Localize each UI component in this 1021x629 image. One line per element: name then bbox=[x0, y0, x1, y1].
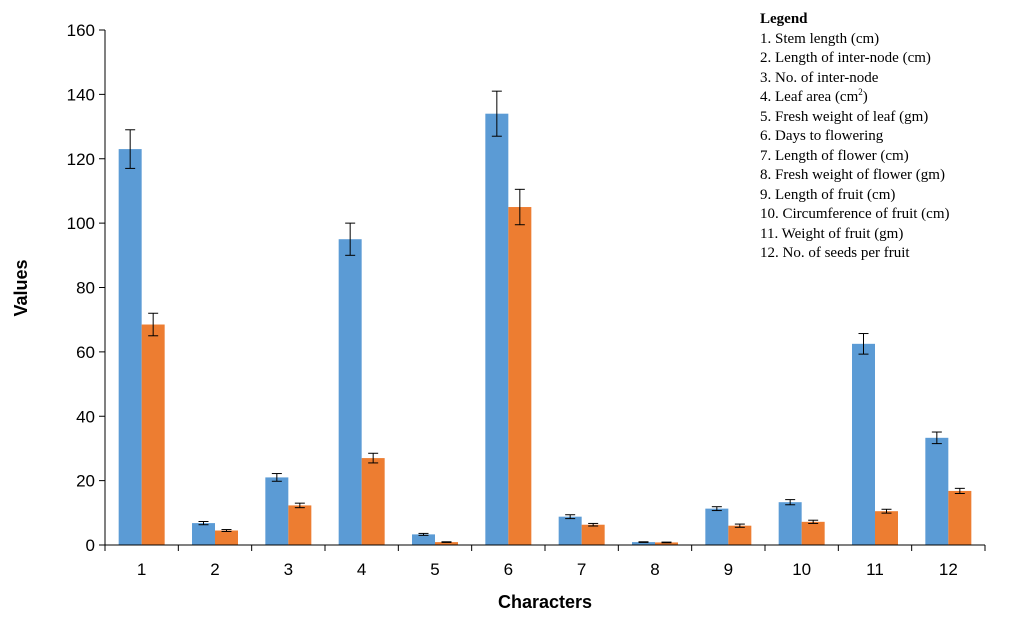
legend-item-4-suffix: ) bbox=[862, 89, 868, 105]
bar-2-3 bbox=[288, 505, 312, 545]
y-tick-label: 120 bbox=[67, 150, 95, 169]
bar-1-3 bbox=[265, 477, 289, 545]
bar-1-12 bbox=[925, 437, 949, 545]
legend-item-3: 3. No. of inter-node bbox=[760, 69, 879, 86]
bar-series bbox=[118, 113, 972, 545]
bar-2-4 bbox=[361, 458, 385, 545]
legend-item-4: 4. Leaf area (cm2) bbox=[760, 88, 1018, 108]
bar-2-8 bbox=[655, 542, 678, 545]
legend-item-9: 9. Length of fruit (cm) bbox=[760, 186, 896, 203]
bar-2-5 bbox=[435, 542, 458, 545]
bar-1-5 bbox=[412, 534, 435, 545]
x-tick-label: 1 bbox=[137, 560, 146, 579]
bar-1-4 bbox=[338, 239, 362, 545]
x-axis-ticks: 1 2 3 4 5 6 7 8 9 10 11 12 bbox=[104, 545, 986, 579]
legend-item-6: 6. Days to flowering bbox=[760, 128, 884, 144]
x-tick-label: 2 bbox=[210, 560, 219, 579]
bar-2-10 bbox=[801, 521, 825, 545]
legend-item-5: 5. Fresh weight of leaf (gm) bbox=[760, 108, 929, 125]
x-tick-label: 5 bbox=[430, 560, 439, 579]
bar-2-12 bbox=[948, 490, 972, 545]
y-tick-label: 100 bbox=[67, 214, 95, 233]
legend-item-4-text: 4. Leaf area (cm bbox=[760, 89, 859, 105]
legend-item-2: 2. Length of inter-node (cm) bbox=[760, 50, 931, 66]
x-tick-label: 8 bbox=[650, 560, 659, 579]
bar-1-1 bbox=[118, 149, 142, 545]
x-tick-label: 7 bbox=[577, 560, 586, 579]
legend-item-11: 11. Weight of fruit (gm) bbox=[760, 225, 904, 242]
x-tick-label: 10 bbox=[792, 560, 811, 579]
x-tick-label: 6 bbox=[504, 560, 513, 579]
legend-item-4-superscript: 2 bbox=[858, 87, 863, 97]
x-tick-label: 11 bbox=[866, 560, 884, 579]
bar-1-2 bbox=[192, 523, 215, 545]
x-axis-title: Characters bbox=[498, 592, 592, 612]
bar-1-11 bbox=[852, 343, 875, 545]
bar-2-2 bbox=[215, 530, 238, 545]
bar-2-7 bbox=[581, 524, 605, 545]
bar-1-7 bbox=[558, 516, 582, 545]
x-tick-label: 9 bbox=[724, 560, 733, 579]
legend: Legend 1. Stem length (cm) 2. Length of … bbox=[760, 10, 1018, 264]
error-bars bbox=[125, 90, 965, 544]
x-tick-label: 12 bbox=[939, 560, 958, 579]
y-tick-label: 20 bbox=[76, 472, 95, 491]
legend-item-7: 7. Length of flower (cm) bbox=[760, 147, 909, 164]
y-axis-ticks: 0 20 40 60 80 100 120 140 160 bbox=[67, 21, 105, 555]
y-tick-label: 140 bbox=[67, 85, 95, 104]
bar-2-6 bbox=[508, 207, 532, 545]
y-tick-label: 40 bbox=[76, 407, 95, 426]
legend-item-10: 10. Circumference of fruit (cm) bbox=[760, 206, 950, 222]
y-tick-label: 80 bbox=[76, 279, 95, 298]
bar-2-11 bbox=[875, 511, 898, 545]
bar-2-9 bbox=[728, 525, 752, 545]
bar-1-6 bbox=[485, 113, 509, 545]
bar-2-1 bbox=[141, 324, 165, 545]
x-tick-label: 3 bbox=[284, 560, 293, 579]
bar-1-9 bbox=[705, 508, 729, 545]
y-tick-label: 60 bbox=[76, 343, 95, 362]
y-axis-title: Values bbox=[11, 259, 31, 316]
legend-title: Legend bbox=[760, 11, 808, 27]
x-tick-label: 4 bbox=[357, 560, 366, 579]
legend-item-8: 8. Fresh weight of flower (gm) bbox=[760, 167, 945, 183]
legend-item-1: 1. Stem length (cm) bbox=[760, 30, 880, 47]
legend-item-12: 12. No. of seeds per fruit bbox=[760, 245, 910, 261]
bar-1-8 bbox=[632, 542, 655, 545]
bar-1-10 bbox=[778, 502, 802, 545]
y-tick-label: 160 bbox=[67, 21, 95, 40]
y-tick-label: 0 bbox=[86, 536, 95, 555]
